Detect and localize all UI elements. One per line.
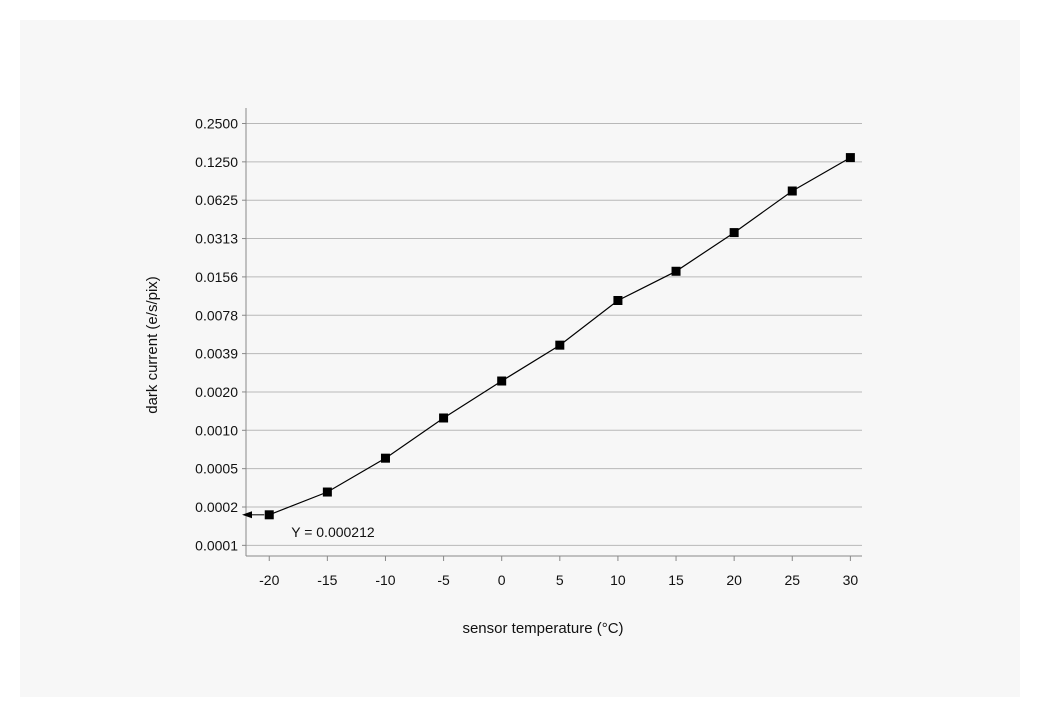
y-tick-label: 0.0020: [195, 384, 238, 400]
data-point[interactable]: [555, 340, 565, 350]
data-point[interactable]: [787, 186, 797, 196]
y-tick-label: 0.0078: [195, 307, 238, 323]
x-axis-label: sensor temperature (°C): [462, 620, 623, 637]
grid-lines: [246, 123, 862, 546]
chart-panel: 0.0001 0.0002 0.0005 0.0010 0.0020 0.0039 0.00…: [20, 20, 1020, 697]
y-tick-label: 0.0002: [195, 499, 238, 515]
data-point[interactable]: [671, 266, 681, 276]
y-tick-label: 0.0156: [195, 269, 238, 285]
data-point[interactable]: [322, 487, 332, 497]
data-point[interactable]: [264, 510, 274, 520]
y-tick-label: 0.0313: [195, 231, 238, 247]
x-tick-label: 25: [784, 572, 800, 588]
x-tick-label: -15: [317, 572, 337, 588]
y-tick-label: 0.0005: [195, 461, 238, 477]
y-tick-label: 0.2500: [195, 116, 238, 132]
x-tick-label: 20: [726, 572, 742, 588]
axes: [242, 108, 862, 561]
annotation-label: Y = 0.000212: [291, 524, 375, 540]
y-tick-label: 0.0010: [195, 422, 238, 438]
x-tick-label: -20: [259, 572, 279, 588]
annotations: Y = 0.000212: [242, 511, 375, 540]
data-series: [264, 153, 855, 520]
x-tick-label: 0: [498, 572, 506, 588]
x-tick-label: -10: [375, 572, 395, 588]
x-tick-labels: -20 -15 -10 -5 0 5 10 15 20 25 30: [259, 572, 858, 588]
x-tick-label: 10: [610, 572, 626, 588]
data-point[interactable]: [497, 376, 507, 386]
data-point[interactable]: [439, 413, 449, 423]
y-tick-label: 0.0625: [195, 192, 238, 208]
data-point[interactable]: [729, 228, 739, 238]
data-point[interactable]: [613, 295, 623, 305]
annotation-arrowhead: [242, 511, 252, 519]
data-point[interactable]: [380, 453, 390, 463]
y-tick-label: 0.1250: [195, 154, 238, 170]
x-tick-label: 30: [843, 572, 859, 588]
y-tick-label: 0.0039: [195, 346, 238, 362]
series-line: [268, 157, 851, 516]
x-tick-label: -5: [437, 572, 450, 588]
y-tick-label: 0.0001: [195, 537, 238, 553]
y-tick-labels: 0.0001 0.0002 0.0005 0.0010 0.0020 0.0039 0.00…: [195, 116, 238, 554]
data-point[interactable]: [845, 153, 855, 163]
x-tick-label: 5: [556, 572, 564, 588]
x-tick-label: 15: [668, 572, 684, 588]
y-axis-label: dark current (e/s/pix): [144, 276, 161, 414]
dark-current-chart: 0.0001 0.0002 0.0005 0.0010 0.0020 0.0039 0.00…: [144, 108, 862, 637]
